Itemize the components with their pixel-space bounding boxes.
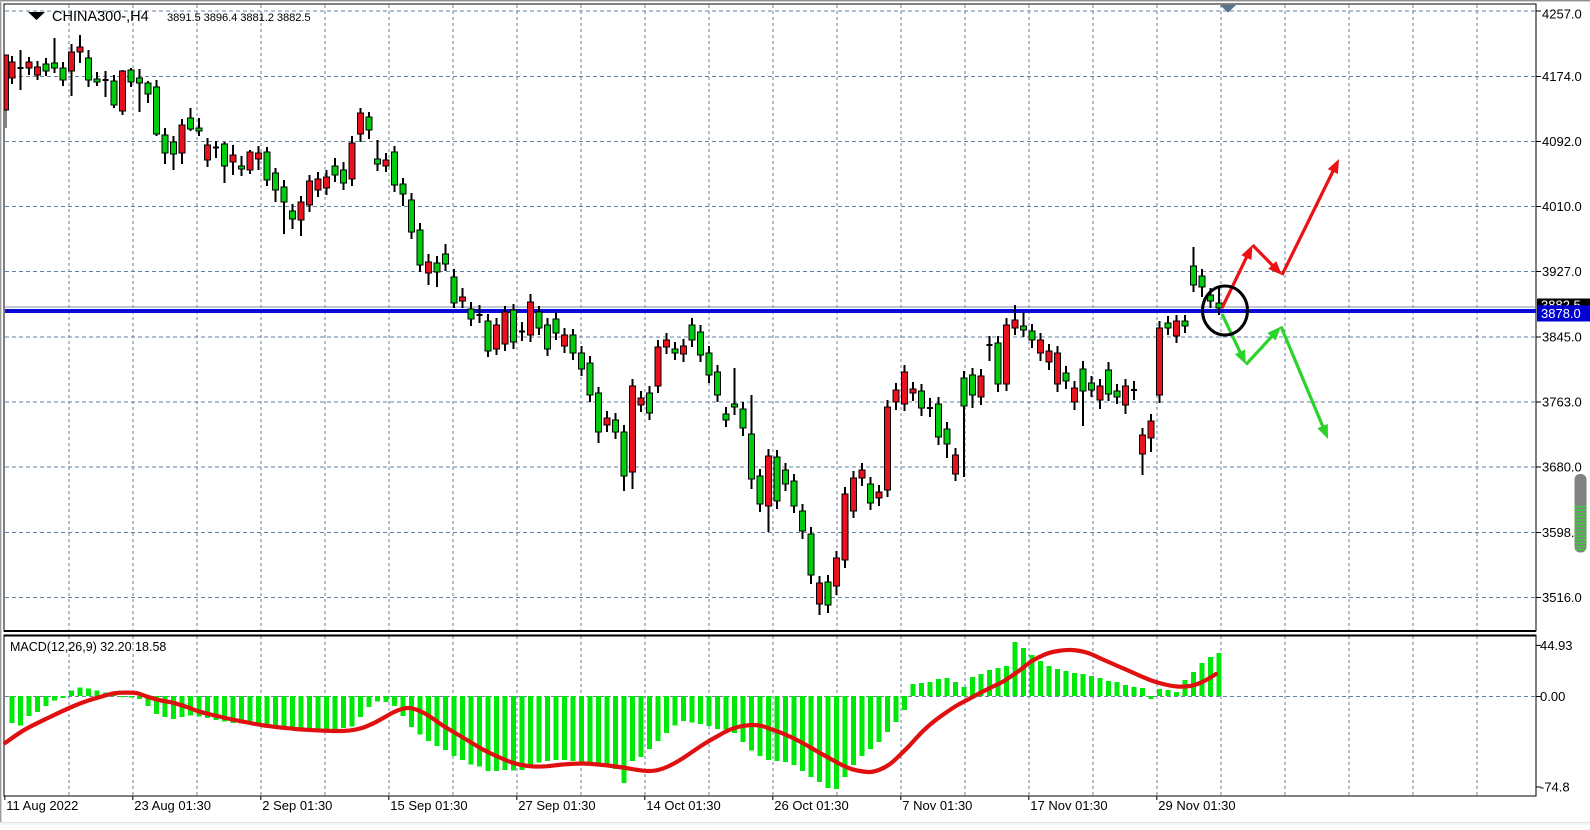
- svg-text:44.93: 44.93: [1540, 638, 1573, 653]
- svg-text:15 Sep 01:30: 15 Sep 01:30: [390, 798, 467, 813]
- svg-text:4174.0: 4174.0: [1542, 69, 1582, 84]
- svg-text:14 Oct 01:30: 14 Oct 01:30: [646, 798, 720, 813]
- svg-text:2 Sep 01:30: 2 Sep 01:30: [262, 798, 332, 813]
- svg-text:4257.0: 4257.0: [1542, 7, 1582, 22]
- svg-text:3891.5 3896.4 3881.2 3882.5: 3891.5 3896.4 3881.2 3882.5: [167, 12, 311, 24]
- svg-text:3516.0: 3516.0: [1542, 590, 1582, 605]
- svg-text:11 Aug 2022: 11 Aug 2022: [6, 798, 78, 813]
- svg-text:17 Nov 01:30: 17 Nov 01:30: [1030, 798, 1107, 813]
- svg-text:7 Nov 01:30: 7 Nov 01:30: [902, 798, 972, 813]
- svg-text:4092.0: 4092.0: [1542, 134, 1582, 149]
- svg-text:4010.0: 4010.0: [1542, 199, 1582, 214]
- svg-text:3680.0: 3680.0: [1542, 460, 1582, 475]
- svg-text:3878.0: 3878.0: [1541, 306, 1581, 321]
- svg-text:23 Aug 01:30: 23 Aug 01:30: [134, 798, 211, 813]
- svg-text:27 Sep 01:30: 27 Sep 01:30: [518, 798, 595, 813]
- svg-text:26 Oct 01:30: 26 Oct 01:30: [774, 798, 848, 813]
- svg-text:-74.8: -74.8: [1540, 780, 1570, 795]
- svg-text:3763.0: 3763.0: [1542, 395, 1582, 410]
- svg-text:MACD(12,26,9) 32.20 18.58: MACD(12,26,9) 32.20 18.58: [10, 640, 166, 654]
- svg-text:3927.0: 3927.0: [1542, 264, 1582, 279]
- svg-text:CHINA300-,H4: CHINA300-,H4: [52, 9, 149, 25]
- svg-text:29 Nov 01:30: 29 Nov 01:30: [1158, 798, 1235, 813]
- svg-text:3598.0: 3598.0: [1542, 525, 1582, 540]
- svg-text:3845.0: 3845.0: [1542, 330, 1582, 345]
- svg-text:0.00: 0.00: [1540, 689, 1565, 704]
